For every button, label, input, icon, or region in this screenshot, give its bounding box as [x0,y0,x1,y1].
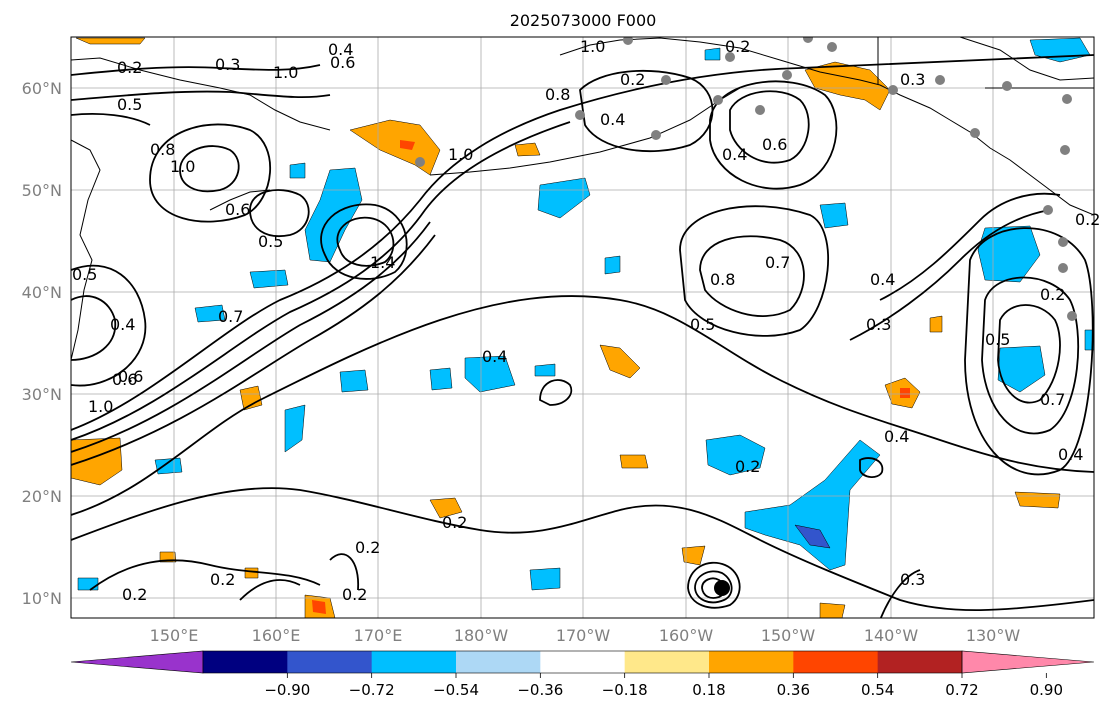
contour-label: 0.2 [122,585,147,604]
contour-label: 0.2 [210,570,235,589]
lon-label: 180°W [454,626,509,645]
lon-label: 150°E [150,626,199,645]
colorbar-extend-high [961,650,1095,674]
contour-label: 1.0 [88,397,113,416]
colorbar-tick-label: 0.90 [1030,681,1063,699]
contour-label: 0.4 [482,347,507,366]
storm-center-marker [714,580,730,596]
contour-label: 0.8 [150,140,175,159]
lon-label: 160°W [659,626,714,645]
contour-label: 0.4 [870,270,895,289]
contour-label: 1.0 [448,145,473,164]
lon-label: 150°W [761,626,816,645]
contour-label: 0.3 [215,55,240,74]
colorbar-segment [877,651,963,673]
contour-label: 0.4 [328,40,353,59]
contours [71,54,1094,618]
colorbar-tick-label: −0.18 [602,681,648,699]
colorbar-frame [202,650,963,674]
shading-negative [77,37,1094,591]
contour-label: 0.4 [722,145,747,164]
contour-label: 0.8 [710,270,735,289]
contour-label: 0.5 [72,265,97,284]
lon-label: 170°W [556,626,611,645]
lon-label: 160°E [252,626,301,645]
contour-label: 0.4 [1058,445,1083,464]
colorbar-tick-label: −0.54 [433,681,479,699]
contour-label: 0.2 [442,513,467,532]
graticule [71,37,1094,618]
colorbar-tick-label: −0.72 [349,681,395,699]
contour-label: 0.5 [985,330,1010,349]
colorbar-tick-label: −0.36 [517,681,563,699]
colorbar-tick-label: −0.90 [264,681,310,699]
contour-label: 0.2 [1040,285,1065,304]
colorbar-tick-label: 0.54 [861,681,894,699]
contour-label: 0.2 [355,538,380,557]
contour-label: 0.6 [762,135,787,154]
contour-label: 0.6 [330,53,355,72]
map-body [71,37,1094,618]
map-title: 2025073000 F000 [510,11,657,30]
latitude-axis: 60°N 50°N 40°N 30°N 20°N 10°N [22,79,62,608]
contour-label: 0.3 [900,570,925,589]
contour-label: 1.0 [580,37,605,56]
contour-label: 0.6 [118,367,143,386]
contour-label-group: 0.2 0.3 0.4 0.5 0.6 0.8 1.0 1.0 0.6 0.5 … [72,37,1100,604]
colorbar-extend-low [70,650,204,674]
map-frame [70,36,1095,619]
lat-label: 60°N [22,79,62,98]
colorbar-segment [456,651,541,673]
coastlines [71,37,1094,361]
contour-label: 0.7 [765,253,790,272]
lat-label: 10°N [22,589,62,608]
contour-label: 0.4 [110,315,135,334]
contour-label: 1.0 [273,63,298,82]
contour-label: 0.5 [690,315,715,334]
contour-label: 0.2 [1075,210,1100,229]
contour-label: 0.5 [117,95,142,114]
lat-label: 40°N [22,283,62,302]
colorbar-tick-label: 0.18 [692,681,725,699]
colorbar-segment [624,651,710,673]
lat-label: 30°N [22,385,62,404]
colorbar-tick-label: 0.36 [777,681,810,699]
colorbar-segment [203,651,288,673]
lat-label: 50°N [22,181,62,200]
contour-label: 0.2 [735,457,760,476]
contour-label: 0.2 [725,37,750,56]
colorbar-segment [371,651,457,673]
contour-label: 0.6 [112,370,137,389]
colorbar-segment [540,651,626,673]
colorbar-segment [287,651,373,673]
contour-label: 0.3 [866,315,891,334]
shading-positive [71,37,1061,618]
contour-label: 0.8 [545,85,570,104]
station-markers [415,37,1077,321]
contour-label: 0.4 [600,110,625,129]
colorbar: −0.90 −0.72 −0.54 −0.36 −0.18 0.18 0.36 0.54 0.7… [70,650,1095,699]
colorbar-segment [793,651,879,673]
contour-label: 0.5 [258,232,283,251]
contour-label: 1.0 [170,157,195,176]
lon-label: 130°W [966,626,1021,645]
contour-label: 0.2 [620,70,645,89]
lon-label: 170°E [354,626,403,645]
lat-label: 20°N [22,487,62,506]
lon-label: 140°W [864,626,919,645]
longitude-axis: 150°E 160°E 170°E 180°W 170°W 160°W 150°… [150,626,1021,645]
colorbar-segment [709,651,794,673]
contour-label: 0.4 [884,427,909,446]
contour-label: 0.7 [1040,390,1065,409]
contour-label: 0.6 [225,200,250,219]
contour-label: 1.4 [370,253,395,272]
colorbar-tick-label: 0.72 [945,681,978,699]
contour-label: 0.7 [218,307,243,326]
contour-label: 0.2 [117,58,142,77]
contour-label: 0.2 [342,585,367,604]
contour-label: 0.3 [900,70,925,89]
